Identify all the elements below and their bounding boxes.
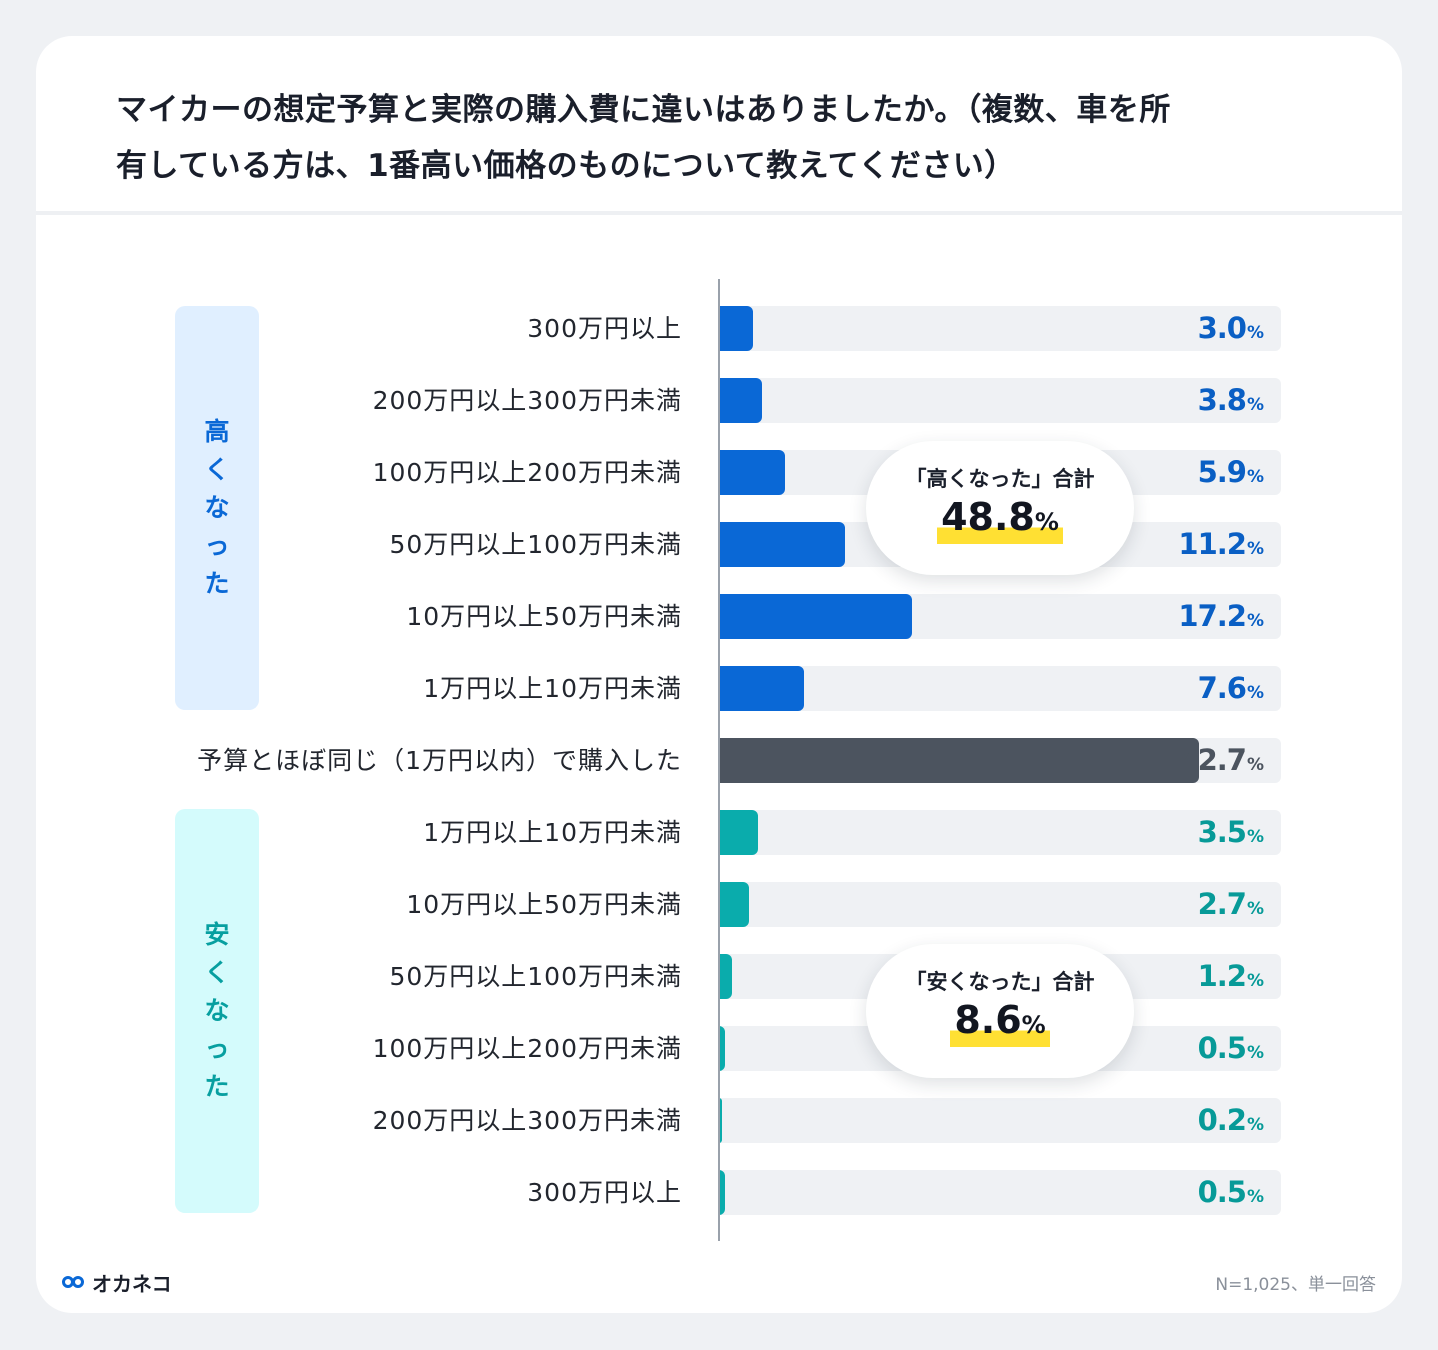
group-label-low: 安 く な っ た: [175, 809, 259, 1213]
summary-low-label: 「安くなった」合計: [905, 970, 1095, 994]
bar-track: [719, 378, 1281, 423]
value-label: 5.9%: [1197, 455, 1264, 489]
group-label-high: 高 く な っ た: [175, 306, 259, 710]
summary-bubble-high: 「高くなった」合計 48.8%: [866, 441, 1134, 575]
value-label: 1.2%: [1197, 959, 1264, 993]
value-label: 11.2%: [1178, 527, 1264, 561]
category-label: 10万円以上50万円未満: [406, 890, 682, 919]
bar-low: [719, 810, 759, 855]
bar-high: [719, 450, 786, 495]
bar-track: [719, 1098, 1281, 1143]
bar-track: [719, 1170, 1281, 1215]
value-label: 3.5%: [1197, 815, 1264, 849]
bar-track: [719, 306, 1281, 351]
bar-track: [719, 666, 1281, 711]
category-label: 300万円以上: [527, 314, 682, 343]
category-label: 200万円以上300万円未満: [372, 386, 682, 415]
category-label: 100万円以上200万円未満: [372, 458, 682, 487]
value-label: 3.8%: [1197, 383, 1264, 417]
okaneko-logo-icon: [62, 1275, 86, 1290]
category-label: 200万円以上300万円未満: [372, 1106, 682, 1135]
summary-high-label: 「高くなった」合計: [905, 467, 1095, 491]
title-line-1: マイカーの想定予算と実際の購入費に違いはありましたか。（複数、車を所: [116, 92, 1171, 128]
bar-track: [719, 882, 1281, 927]
bar-low: [719, 1170, 725, 1215]
category-label: 100万円以上200万円未満: [372, 1034, 682, 1063]
summary-bubble-low: 「安くなった」合計 8.6%: [866, 944, 1134, 1078]
value-label: 7.6%: [1197, 671, 1264, 705]
sample-note: N=1,025、単一回答: [1215, 1275, 1376, 1295]
chart-title: マイカーの想定予算と実際の購入費に違いはありましたか。（複数、車を所 有している…: [116, 82, 1336, 194]
value-label: 0.5%: [1197, 1175, 1264, 1209]
bar-low: [719, 1098, 722, 1143]
y-axis-line: [718, 279, 720, 1241]
category-label: 50万円以上100万円未満: [389, 530, 682, 559]
header-divider: [36, 211, 1402, 215]
bar-same: [719, 738, 1199, 783]
category-label: 予算とほぼ同じ（1万円以内）で購入した: [197, 746, 682, 775]
category-label: 10万円以上50万円未満: [406, 602, 682, 631]
value-label: 2.7%: [1197, 887, 1264, 921]
bar-high: [719, 594, 913, 639]
bar-track: [719, 810, 1281, 855]
value-label: 0.5%: [1197, 1031, 1264, 1065]
bar-low: [719, 954, 733, 999]
category-label: 50万円以上100万円未満: [389, 962, 682, 991]
bar-high: [719, 666, 805, 711]
brand-name: オカネコ: [92, 1272, 172, 1296]
summary-high-value: 48.8%: [937, 495, 1063, 544]
bar-low: [719, 882, 750, 927]
category-label: 300万円以上: [527, 1178, 682, 1207]
bar-high: [719, 306, 753, 351]
value-label: 17.2%: [1178, 599, 1264, 633]
title-line-2: 有している方は、1番高い価格のものについて教えてください）: [116, 148, 1016, 184]
bar-low: [719, 1026, 725, 1071]
summary-low-value: 8.6%: [950, 998, 1050, 1047]
category-label: 1万円以上10万円未満: [423, 674, 682, 703]
value-label: 3.0%: [1197, 311, 1264, 345]
value-label: 0.2%: [1197, 1103, 1264, 1137]
value-label: 42.7%: [1178, 743, 1264, 777]
category-label: 1万円以上10万円未満: [423, 818, 682, 847]
chart-card: マイカーの想定予算と実際の購入費に違いはありましたか。（複数、車を所 有している…: [36, 36, 1402, 1313]
bar-high: [719, 522, 845, 567]
brand-logo: オカネコ: [62, 1268, 172, 1297]
bar-high: [719, 378, 762, 423]
